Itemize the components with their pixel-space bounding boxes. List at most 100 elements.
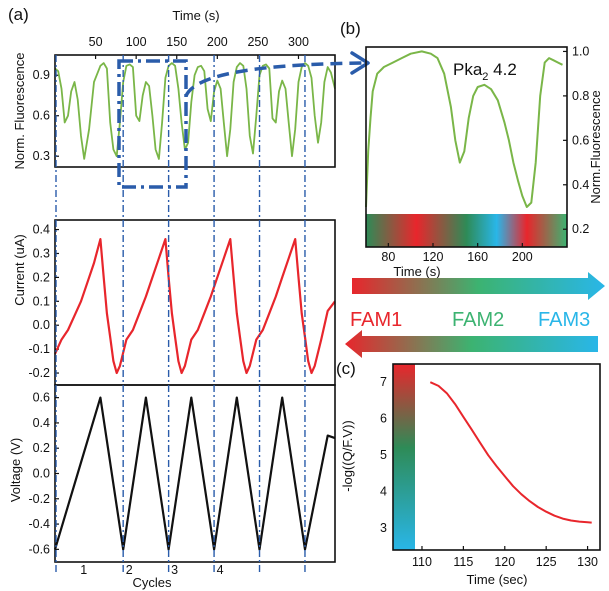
pka-annotation: Pka2 4.2 (453, 60, 517, 83)
x-tick-label: 80 (381, 250, 395, 264)
panel-a-current: -0.2 -0.1 0.0 0.1 0.2 0.3 0.4 Current (uA) (12, 219, 336, 386)
x-tick-label: 120 (423, 250, 444, 264)
y-tick-label: 0.2 (33, 441, 50, 455)
top-tick-label: 100 (126, 35, 147, 49)
panel-c-decay: 110 115 120 125 130 3 4 5 6 7 Time (sec) -log((Q… (340, 363, 601, 587)
x-tick-labels: 80 120 160 200 (381, 243, 533, 264)
top-tick-label: 300 (288, 35, 309, 49)
top-tick-label: 50 (89, 35, 103, 49)
y-tick-label: 0.9 (33, 68, 50, 82)
cycle-tick-label: 1 (80, 563, 87, 577)
current-line (53, 238, 336, 375)
pka-prefix: Pka (453, 60, 483, 79)
y-tick-label: 0.3 (33, 246, 50, 260)
y-tick-labels: -0.6 -0.4 -0.2 0.0 0.2 0.4 0.6 (28, 391, 59, 556)
y-tick-label: 0.6 (33, 391, 50, 405)
panel-label-b: (b) (340, 19, 361, 38)
fluorescence-frame (54, 54, 336, 168)
y-tick-label: 7 (380, 375, 387, 389)
y-axis-label-b: Norm.Fluorescence (588, 90, 603, 203)
zoom-box (117, 59, 188, 189)
y-tick-label: -0.4 (28, 517, 50, 531)
panel-b-colorbar (366, 214, 567, 247)
y-tick-label: 0.4 (572, 178, 589, 192)
fluorescence-plot (54, 62, 336, 160)
panel-c-frame (392, 363, 601, 551)
y-tick-label: 0.4 (33, 416, 50, 430)
cycle-tick-labels: 1 2 3 4 (80, 563, 223, 577)
y-tick-label: -0.1 (28, 342, 50, 356)
x-axis-label-cycles: Cycles (132, 575, 172, 590)
y-tick-label: 3 (380, 521, 387, 535)
panel-b-zoom: Pka2 4.2 80 120 160 200 0.2 0.4 0.6 0.8 1.0 Tim… (365, 44, 603, 279)
y-axis-label-c: -log((Q/F.V)) (340, 420, 355, 492)
x-axis-label-c: Time (sec) (467, 572, 528, 587)
top-axis-title: Time (s) (172, 8, 219, 23)
x-tick-labels: 110 115 120 125 130 (412, 546, 598, 569)
x-tick-label: 160 (467, 250, 488, 264)
top-tick-label: 150 (166, 35, 187, 49)
fam1-label: FAM1 (350, 309, 402, 331)
panel-label-c: (c) (336, 359, 356, 378)
y-axis-label-current: Current (uA) (12, 234, 27, 306)
y-tick-label: 0.3 (33, 149, 50, 163)
arrow-left (345, 330, 598, 358)
cycle-tick-label: 4 (217, 563, 224, 577)
zoom-plot (365, 50, 563, 208)
y-axis-label-voltage: Voltage (V) (8, 438, 23, 502)
y-tick-labels: -0.2 -0.1 0.0 0.1 0.2 0.3 0.4 (28, 223, 59, 380)
panel-label-a: (a) (8, 5, 29, 24)
zoom-fluorescence-line (365, 50, 563, 208)
y-tick-label: 1.0 (572, 44, 589, 58)
y-tick-label: 6 (380, 412, 387, 426)
fam-legend: FAM1 FAM2 FAM3 (345, 272, 605, 358)
y-tick-labels: 0.2 0.4 0.6 0.8 1.0 (563, 44, 589, 236)
fam2-label: FAM2 (452, 309, 504, 331)
pka-subscript: 2 (482, 71, 488, 83)
y-tick-label: 0.8 (572, 89, 589, 103)
cycle-divider-lines (55, 55, 306, 575)
y-tick-label: -0.6 (28, 542, 50, 556)
top-tick-label: 250 (247, 35, 268, 49)
y-tick-label: 0.0 (33, 467, 50, 481)
decay-plot (429, 381, 592, 524)
y-tick-label: 0.1 (33, 294, 50, 308)
x-tick-label: 115 (453, 555, 473, 569)
panel-b-frame (365, 46, 568, 248)
panel-a-fluorescence: Time (s) 50 100 150 200 250 300 0.3 0.6 0.9 Nor… (12, 8, 336, 170)
y-tick-label: 0.6 (33, 109, 50, 123)
x-tick-label: 120 (494, 555, 515, 569)
y-tick-label: -0.2 (28, 366, 50, 380)
x-tick-label: 110 (412, 555, 432, 569)
voltage-frame (54, 384, 336, 563)
x-axis-label-b: Time (s) (393, 264, 440, 279)
y-tick-label: 0.2 (33, 270, 50, 284)
current-plot (53, 238, 336, 375)
y-axis-label-fluorescence: Norm. Fluorescence (12, 52, 27, 169)
y-tick-labels: 0.3 0.6 0.9 (33, 68, 59, 163)
cycle-tick-label: 3 (171, 563, 178, 577)
panel-c-colorbar (393, 364, 415, 550)
panel-a-voltage: -0.6 -0.4 -0.2 0.0 0.2 0.4 0.6 Voltage (V) 1 2 3… (8, 384, 336, 590)
zoom-arrow-line (184, 61, 365, 97)
x-tick-label: 125 (536, 555, 557, 569)
y-tick-label: 0.6 (572, 133, 589, 147)
y-tick-label: -0.2 (28, 492, 50, 506)
y-tick-label: 4 (380, 485, 387, 499)
arrow-right (352, 272, 605, 300)
y-tick-label: 5 (380, 448, 387, 462)
cycle-tick-label: 2 (126, 563, 133, 577)
x-tick-label: 130 (577, 555, 598, 569)
x-tick-label: 200 (512, 250, 533, 264)
y-tick-label: 0.2 (572, 222, 589, 236)
y-tick-label: 0.0 (33, 318, 50, 332)
voltage-line (53, 396, 336, 551)
voltage-plot (53, 396, 336, 551)
top-tick-label: 200 (207, 35, 228, 49)
y-tick-label: 0.4 (33, 223, 50, 237)
y-tick-labels: 3 4 5 6 7 (380, 375, 387, 535)
pka-value: 4.2 (488, 60, 516, 79)
fluorescence-line (54, 62, 336, 160)
fam3-label: FAM3 (538, 309, 590, 331)
